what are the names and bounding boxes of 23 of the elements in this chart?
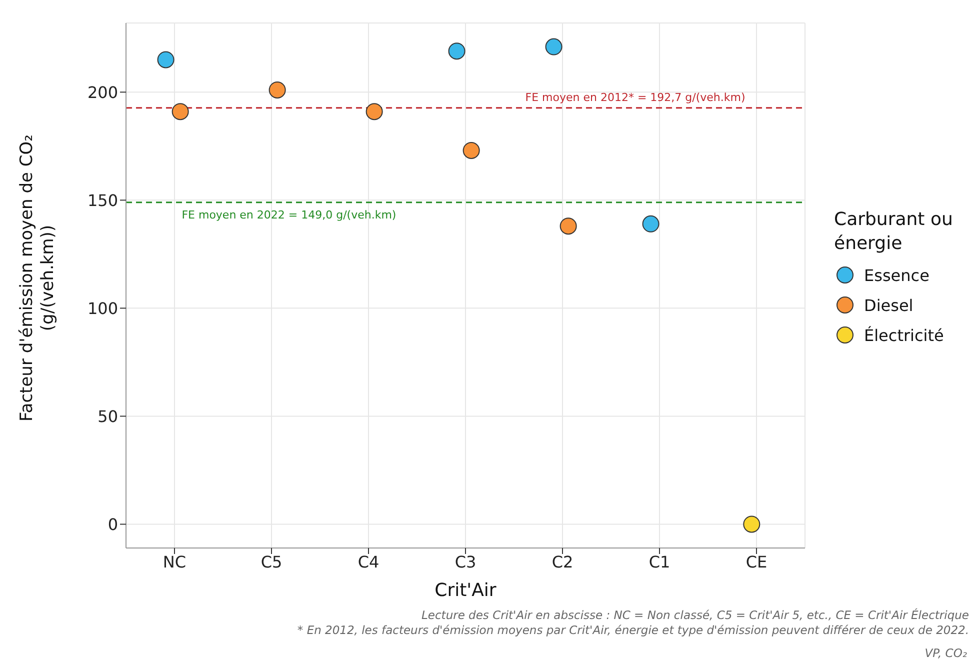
y-tick-label: 0 xyxy=(108,514,118,534)
text: VP, CO₂ xyxy=(924,646,968,661)
text: Lecture des Crit'Air en abscisse : NC = Non classé, C5 = Crit'Air 5, etc., CE = Crit'Air Électrique xyxy=(420,608,969,623)
x-tick-label: C5 xyxy=(260,552,282,572)
y-tick-label: 50 xyxy=(98,406,118,426)
ref-line-label: FE moyen en 2012* = 192,7 g/(veh.km) xyxy=(525,90,746,104)
legend-label: Électricité xyxy=(864,326,944,344)
y-tick-label: 150 xyxy=(87,190,118,210)
y-tick-label: 100 xyxy=(87,298,118,318)
x-tick-label: NC xyxy=(162,552,186,572)
x-axis-title: Crit'Air xyxy=(434,580,497,601)
legend-title: Carburant ou énergie xyxy=(834,208,954,256)
text: * En 2012, les facteurs d'émission moyens par Crit'Air, énergie et type d'émission peuvent différer de ceux de 2022. xyxy=(297,623,969,638)
x-tick-label: CE xyxy=(746,552,768,572)
legend-label: Essence xyxy=(864,266,930,284)
y-axis-title: Facteur d'émission moyen de CO₂ (g/(veh.km)) xyxy=(17,134,59,424)
ref-line-label: FE moyen en 2022 = 149,0 g/(veh.km) xyxy=(182,208,396,222)
y-tick-label: 200 xyxy=(87,82,118,102)
x-tick-label: C2 xyxy=(552,552,574,572)
x-tick-label: C3 xyxy=(454,552,476,572)
x-tick-label: C1 xyxy=(648,552,670,572)
legend-label: Diesel xyxy=(864,296,914,314)
x-tick-label: C4 xyxy=(358,552,380,572)
